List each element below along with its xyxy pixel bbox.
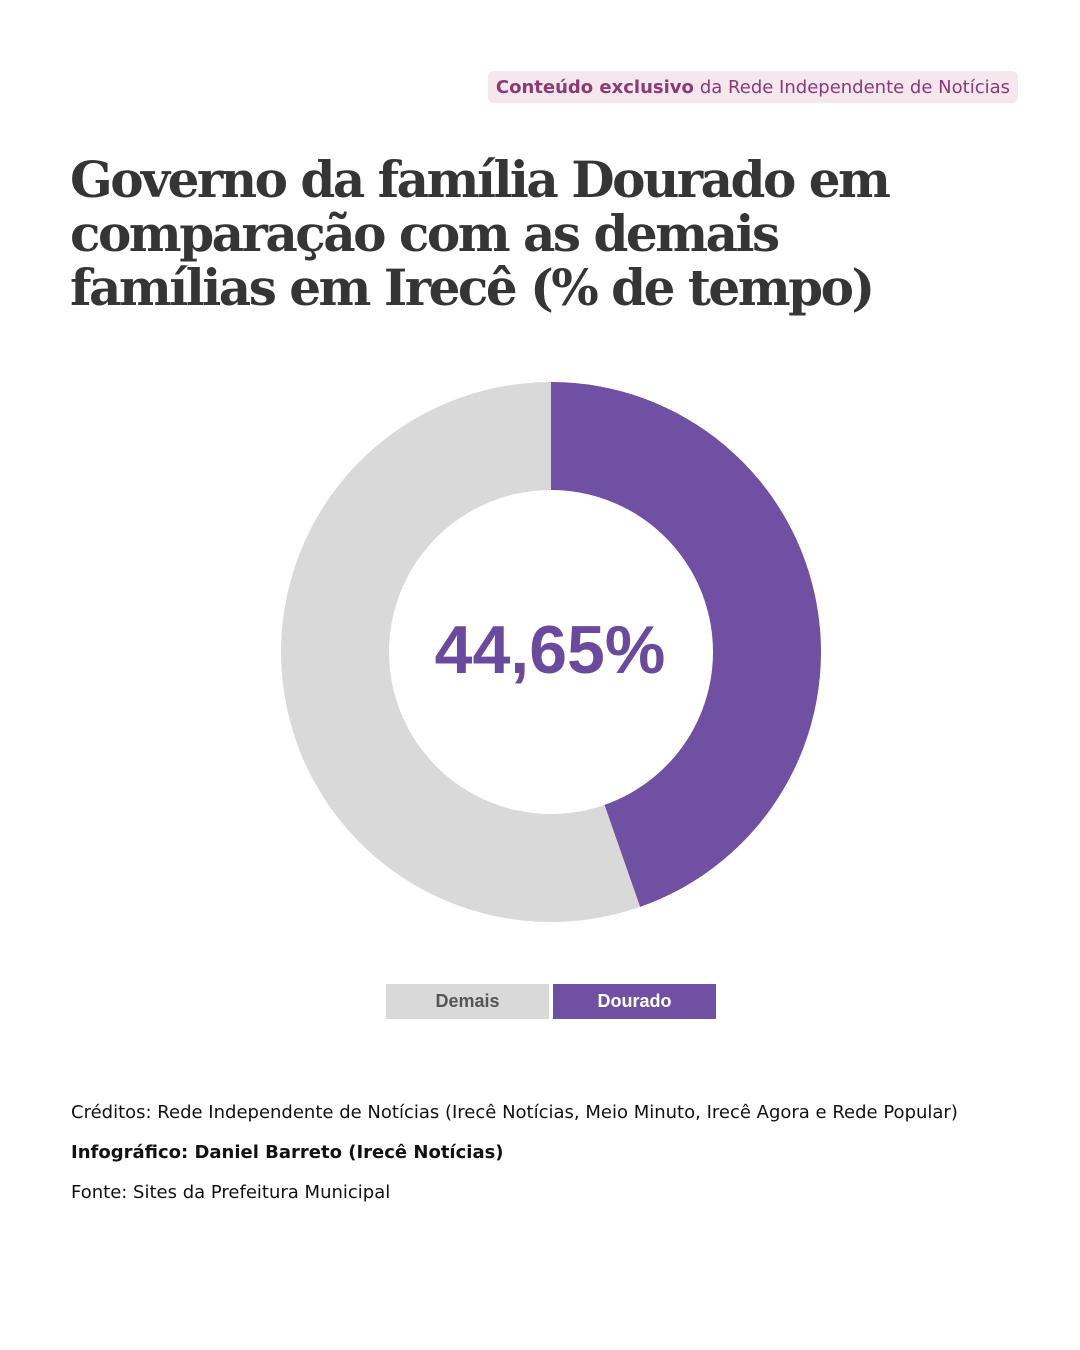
chart-title: Governo da família Dourado em comparação… (70, 150, 891, 317)
legend-item-demais: Demais (386, 984, 549, 1019)
donut-slice-demais (280, 382, 641, 923)
credits-block: Créditos: Rede Independente de Notícias … (71, 1093, 958, 1213)
tag-rest-text: da Rede Independente de Notícias (699, 76, 1010, 98)
donut-center-value: 44,65% (434, 612, 666, 688)
infographic-credit: Infográfico: Daniel Barreto (Irecê Notíc… (71, 1142, 504, 1163)
exclusive-content-tag: Conteúdo exclusivo da Rede Independente … (487, 71, 1018, 103)
tag-strong-text: Conteúdo exclusivo (495, 76, 694, 98)
source-line: Fonte: Sites da Prefeitura Municipal (71, 1182, 391, 1203)
chart-legend: Demais Dourado (386, 984, 716, 1019)
legend-item-dourado: Dourado (553, 984, 716, 1019)
donut-slice-dourado (551, 382, 821, 907)
credits-line: Créditos: Rede Independente de Notícias … (71, 1102, 958, 1123)
